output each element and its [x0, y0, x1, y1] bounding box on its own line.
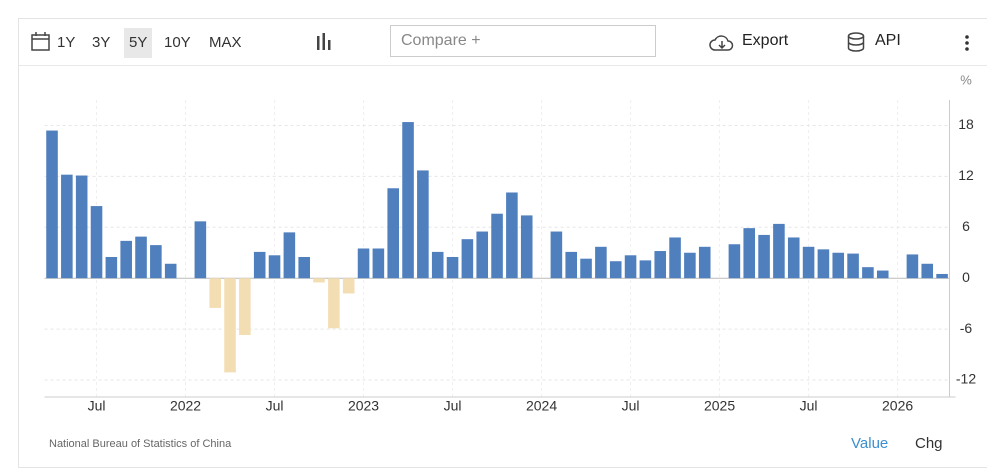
bar: [758, 234, 770, 279]
bar: [506, 192, 518, 279]
chart-type-icon[interactable]: [316, 33, 332, 51]
x-tick-label: 2023: [348, 398, 379, 414]
bar: [743, 228, 756, 279]
x-tick-label: Jul: [444, 398, 462, 414]
view-tab[interactable]: Value: [851, 435, 889, 452]
bar: [46, 130, 58, 279]
menu-icon[interactable]: [964, 34, 970, 52]
bar: [446, 256, 459, 279]
bar: [253, 251, 266, 279]
bar: [298, 256, 310, 279]
range-button[interactable]: 1Y: [57, 34, 76, 51]
bar: [832, 252, 845, 279]
x-tick-label: Jul: [800, 398, 818, 414]
bar: [609, 261, 622, 279]
bar: [387, 188, 399, 279]
x-tick-label: Jul: [266, 398, 284, 414]
bar: [728, 244, 741, 279]
bar: [75, 175, 88, 279]
bar: [862, 267, 874, 279]
calendar-icon[interactable]: [31, 32, 51, 52]
bar: [921, 263, 934, 279]
bar: [164, 263, 177, 279]
bar: [624, 255, 637, 279]
bar: [194, 221, 207, 279]
x-tick-label: Jul: [88, 398, 106, 414]
bar: [90, 206, 103, 279]
api-icon[interactable]: [847, 32, 865, 52]
view-tab[interactable]: Chg: [915, 435, 943, 452]
bar: [817, 249, 830, 279]
y-tick-label: 6: [962, 218, 970, 234]
source: National Bureau of Statistics of China: [49, 438, 232, 450]
x-tick-label: 2022: [170, 398, 201, 414]
bar: [787, 237, 800, 279]
range-button[interactable]: 10Y: [164, 34, 191, 51]
bar: [372, 248, 385, 279]
bar: [491, 213, 503, 279]
y-tick-label: 12: [958, 167, 974, 183]
bar: [684, 252, 696, 279]
x-tick-label: 2024: [526, 398, 557, 414]
bar: [654, 251, 667, 279]
y-tick-label: 0: [962, 269, 970, 285]
y-tick-label: -12: [956, 371, 976, 387]
bar: [936, 273, 948, 279]
bar: [209, 278, 221, 308]
bar: [417, 170, 429, 279]
bar: [105, 256, 118, 279]
bar: [698, 246, 711, 279]
y-tick-label: -6: [960, 320, 973, 336]
bar: [402, 122, 414, 279]
bar: [239, 278, 251, 336]
export-icon[interactable]: [709, 34, 735, 52]
bar: [61, 174, 73, 279]
bar: [224, 278, 236, 373]
x-tick-label: Jul: [622, 398, 640, 414]
toolbar: 1Y 3Y 5Y 10Y MAX Compare + Export API: [19, 19, 987, 66]
bar: [120, 240, 132, 279]
bar: [357, 248, 370, 279]
chart-widget: 1Y 3Y 5Y 10Y MAX Compare + Export API Nation…: [18, 18, 987, 468]
compare-input[interactable]: Compare +: [390, 25, 656, 57]
bar: [520, 215, 533, 279]
bar: [773, 223, 785, 279]
bar: [461, 239, 474, 279]
bar: [313, 278, 325, 283]
bar: [847, 253, 859, 279]
bar: [431, 251, 444, 279]
bar: [876, 270, 889, 279]
bar: [565, 251, 578, 279]
bar: [476, 231, 489, 279]
range-button[interactable]: MAX: [209, 34, 242, 51]
bar: [580, 258, 592, 279]
unit-label: %: [960, 72, 972, 87]
y-tick-label: 18: [958, 116, 974, 132]
bar: [595, 246, 607, 279]
bar: [328, 278, 340, 329]
api-button[interactable]: API: [875, 32, 901, 49]
x-tick-label: 2025: [704, 398, 735, 414]
bar: [135, 236, 147, 279]
bar: [283, 232, 296, 279]
bar: [639, 260, 652, 279]
bar: [268, 255, 281, 279]
bar: [342, 278, 355, 294]
bar: [802, 246, 815, 279]
bar: [906, 254, 919, 279]
range-button[interactable]: 5Y: [124, 28, 153, 58]
range-button[interactable]: 3Y: [92, 34, 111, 51]
export-button[interactable]: Export: [742, 32, 789, 49]
x-tick-label: 2026: [882, 398, 913, 414]
bar: [669, 237, 681, 279]
bar: [150, 245, 162, 279]
bar: [550, 231, 563, 279]
